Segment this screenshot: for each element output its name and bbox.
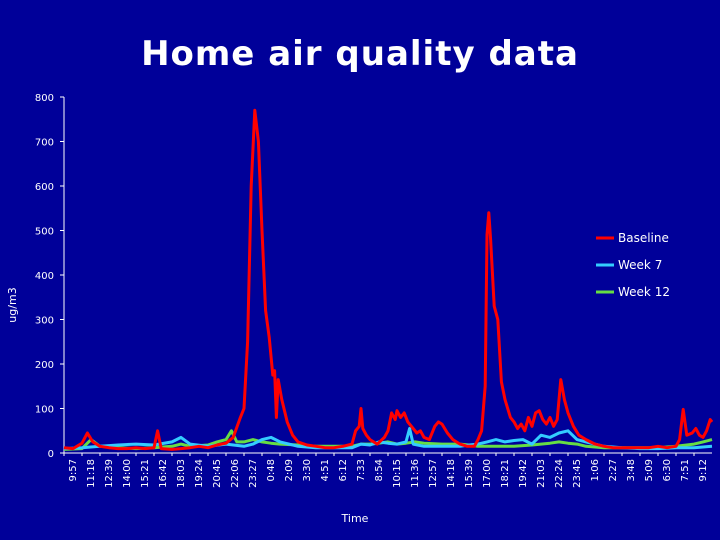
x-tick-label: 22:06 [230, 459, 241, 488]
series-line-baseline [63, 108, 714, 451]
x-tick-label: 19:24 [194, 459, 205, 488]
x-tick-label: 21:03 [536, 459, 547, 488]
x-tick-label: 14:00 [122, 459, 133, 488]
x-tick-label: 22:24 [554, 459, 565, 488]
chart-title: Home air quality data [141, 34, 579, 74]
x-tick-label: 20:45 [212, 459, 223, 488]
x-tick-label: 3:30 [302, 459, 313, 481]
x-tick-label: 12:39 [104, 459, 115, 488]
x-tick-label: 9:57 [68, 459, 79, 481]
x-axis-label: Time [341, 512, 369, 525]
x-tick-label: 0:48 [266, 459, 277, 481]
x-tick-label: 18:21 [500, 459, 511, 488]
x-tick-label: 9:12 [698, 459, 709, 481]
x-tick-label: 4:51 [320, 459, 331, 481]
x-tick-label: 14:18 [446, 459, 457, 488]
x-tick-label: 8:54 [374, 459, 385, 481]
y-tick-label: 600 [35, 182, 54, 193]
x-tick-label: 5:09 [644, 459, 655, 481]
x-tick-label: 15:21 [140, 459, 151, 488]
x-tick-label: 23:45 [572, 459, 583, 488]
legend: Baseline Week 7 Week 12 [596, 231, 670, 299]
x-tick-label: 18:03 [176, 459, 187, 488]
series-layer [63, 108, 714, 451]
y-tick-label: 500 [35, 227, 54, 238]
x-tick-label: 17:00 [482, 459, 493, 488]
y-axis-label: ug/m3 [6, 287, 19, 322]
x-tick-label: 6:12 [338, 459, 349, 481]
x-tick-label: 15:39 [464, 459, 475, 488]
legend-label: Baseline [618, 231, 669, 245]
axes: 0 100 200 300 400 500 600 700 800 9:57 11:18 12:39 1… [35, 93, 712, 488]
y-tick-label: 800 [35, 93, 54, 104]
y-tick-label: 700 [35, 138, 54, 149]
x-tick-label: 16:42 [158, 459, 169, 488]
x-tick-label: 3:48 [626, 459, 637, 481]
legend-label: Week 7 [618, 258, 662, 272]
x-tick-label: 23:27 [248, 459, 259, 488]
y-tick-label: 0 [48, 449, 54, 460]
x-tick-label: 2:27 [608, 459, 619, 481]
x-tick-label: 11:36 [410, 459, 421, 488]
y-tick-label: 100 [35, 405, 54, 416]
x-tick-label: 1:06 [590, 459, 601, 481]
x-tick-label: 7:51 [680, 459, 691, 481]
x-tick-label: 7:33 [356, 459, 367, 481]
y-tick-label: 400 [35, 271, 54, 282]
x-tick-label: 12:57 [428, 459, 439, 488]
y-tick-label: 200 [35, 360, 54, 371]
x-tick-label: 2:09 [284, 459, 295, 481]
y-tick-label: 300 [35, 316, 54, 327]
x-tick-label: 11:18 [86, 459, 97, 488]
x-tick-label: 10:15 [392, 459, 403, 488]
legend-label: Week 12 [618, 285, 670, 299]
x-tick-label: 6:30 [662, 459, 673, 481]
x-tick-label: 19:42 [518, 459, 529, 488]
